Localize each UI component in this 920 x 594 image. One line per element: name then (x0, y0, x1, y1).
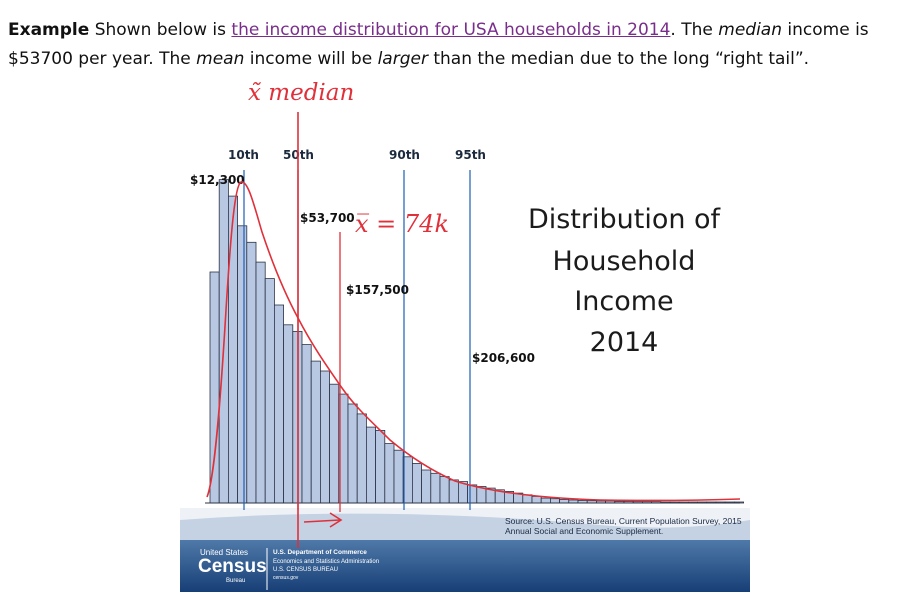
tenth-percentile-label: 10th (228, 148, 259, 162)
figure-title-line-2: Household (553, 246, 696, 277)
source-line-1: Source: U.S. Census Bureau, Current Popu… (505, 516, 742, 526)
histogram-bar (310, 360, 321, 504)
logo-main-text: Census (198, 556, 267, 577)
histogram-bar (430, 472, 441, 504)
example-label: Example (8, 20, 90, 40)
histogram-bar (384, 443, 395, 504)
figure-title-line-1: Distribution of (528, 204, 722, 235)
histogram-bar (237, 225, 248, 504)
histogram-bar (209, 271, 220, 504)
dept-line-2: Economics and Statistics Administration (273, 559, 379, 565)
histogram-bar (421, 469, 432, 504)
intro-text-3: income is $53700 per year. The (8, 20, 869, 69)
example-paragraph: Example Shown below is the income distri… (8, 16, 913, 74)
histogram-bar (448, 479, 459, 504)
mean-annotation-label: x̅ = 74k (355, 210, 449, 238)
dept-line-3: U.S. CENSUS BUREAU (273, 567, 338, 573)
dept-line-4: census.gov (273, 575, 299, 581)
ninetieth-percentile-label: 90th (389, 148, 420, 162)
intro-text-4: income will be (244, 49, 378, 69)
figure-title-line-4: 2014 (590, 327, 659, 358)
histogram-bar (319, 370, 330, 504)
histogram-bar (393, 449, 404, 504)
histogram-bar (301, 344, 312, 504)
logo-bottom-text: Bureau (226, 578, 245, 584)
shift-arrow-shaft (303, 519, 341, 523)
ninety-fifth-percentile-label: 95th (455, 148, 486, 162)
median-word: median (718, 20, 782, 40)
histogram-bar (264, 278, 275, 504)
density-curve (206, 181, 741, 502)
median-value: $53,700 (300, 211, 355, 225)
mean-word: mean (196, 49, 245, 69)
histogram-bar (531, 495, 542, 504)
intro-text-5: than the median due to the long “right t… (427, 49, 810, 69)
histogram-bar (411, 462, 422, 504)
ninety-fifth-percentile-value: $206,600 (472, 351, 535, 365)
intro-text-2: . The (670, 20, 719, 40)
tenth-percentile-value: $12,300 (190, 173, 245, 187)
histogram-bar (375, 429, 386, 504)
figure-title-line-3: Income (574, 286, 673, 317)
histogram-bar (559, 498, 570, 504)
dept-line-1: U.S. Department of Commerce (273, 549, 367, 556)
histogram-bar (540, 497, 551, 504)
census-logo: United States Census Bureau (198, 548, 267, 584)
histogram-bar (467, 484, 478, 504)
histogram-bar (550, 498, 561, 504)
source-line-2: Annual Social and Economic Supplement. (505, 526, 663, 536)
histogram-bar (439, 476, 450, 504)
histogram-bar (365, 426, 376, 504)
footer-band (180, 540, 750, 592)
histogram-bar (347, 403, 358, 504)
histogram-bar (356, 413, 367, 504)
histogram-bar (227, 195, 238, 504)
larger-word: larger (377, 49, 428, 69)
handwritten-median-annotation: x̃ median (248, 80, 355, 106)
shift-arrow-head (329, 512, 343, 528)
logo-top-text: United States (200, 548, 248, 557)
red-annotations (206, 112, 741, 548)
income-distribution-link[interactable]: the income distribution for USA househol… (231, 20, 671, 40)
intro-text-1: Shown below is (89, 20, 232, 40)
histogram-bar (273, 304, 284, 504)
ninetieth-percentile-value: $157,500 (346, 283, 409, 297)
histogram-bar (283, 324, 294, 504)
histogram-bar (246, 241, 257, 504)
histogram-bar (329, 383, 340, 504)
histogram-bar (255, 261, 266, 504)
